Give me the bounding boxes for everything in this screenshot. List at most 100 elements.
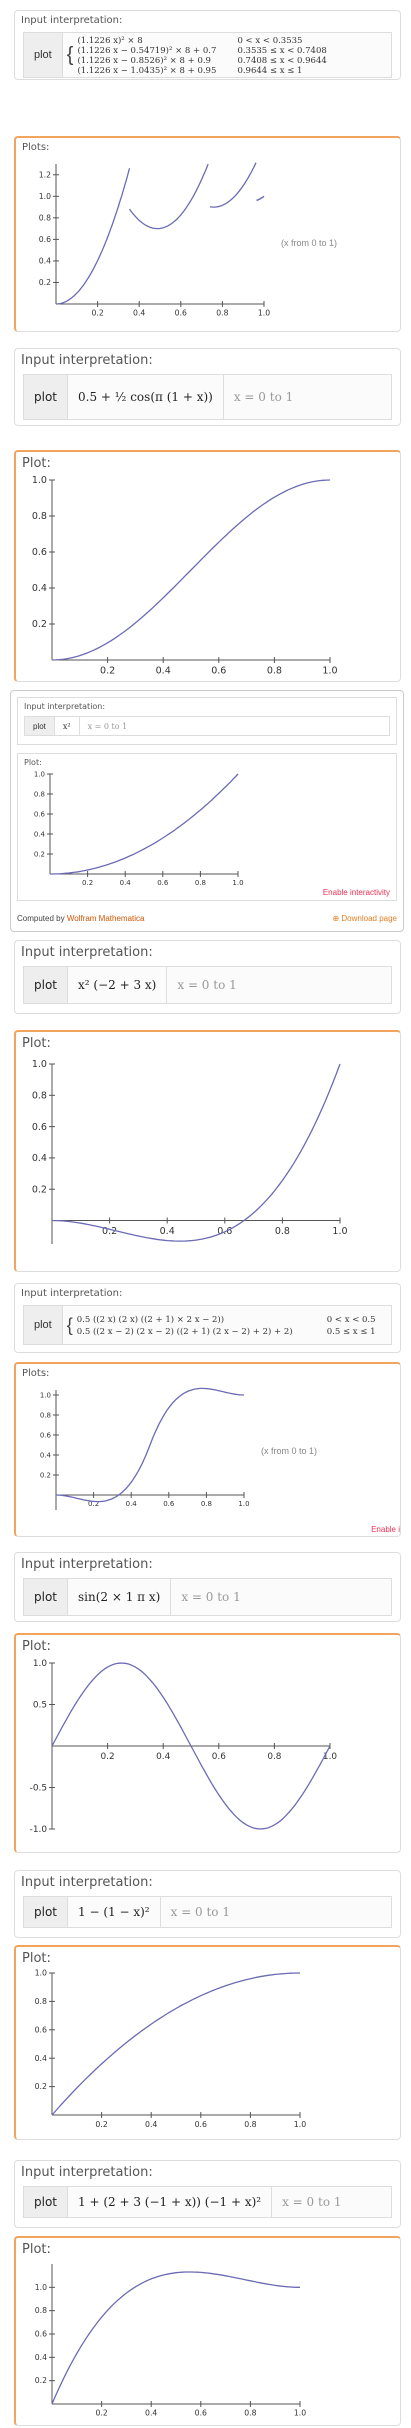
x-tick-label: 0.4 bbox=[120, 879, 132, 887]
pod-title: Plots: bbox=[22, 1368, 50, 1379]
y-tick-label: 0.4 bbox=[32, 1153, 47, 1164]
x-tick-label: 0.8 bbox=[216, 309, 228, 318]
x-tick-label: 0.2 bbox=[101, 1752, 115, 1762]
y-tick-label: 0.4 bbox=[40, 1451, 52, 1459]
plot-keyword: plot bbox=[24, 33, 63, 77]
plot-keyword: plot bbox=[24, 2187, 68, 2217]
x-tick-label: 1.0 bbox=[232, 879, 243, 887]
range: x = 0 to 1 bbox=[87, 721, 128, 731]
y-tick-label: 0.6 bbox=[32, 547, 47, 558]
plot-keyword: plot bbox=[25, 717, 55, 735]
pod-title: Input interpretation: bbox=[21, 15, 123, 26]
x-tick-label: 0.6 bbox=[195, 2409, 207, 2418]
x-tick-label: 0.8 bbox=[201, 1500, 212, 1508]
y-tick-label: 0.4 bbox=[35, 2054, 47, 2063]
x-tick-label: 0.6 bbox=[175, 309, 187, 318]
plot-keyword: plot bbox=[24, 1897, 68, 1927]
pod-title: Plot: bbox=[22, 1639, 51, 1654]
interp-row: plot x² x = 0 to 1 bbox=[24, 716, 390, 736]
pod-title: Input interpretation: bbox=[21, 945, 153, 960]
x-tick-label: 0.2 bbox=[88, 1500, 99, 1508]
y-tick-label: 0.8 bbox=[35, 1997, 47, 2006]
y-tick-label: 0.2 bbox=[35, 2082, 47, 2091]
y-tick-label: 0.5 bbox=[33, 1700, 47, 1710]
expression: x² bbox=[55, 717, 80, 735]
plot-pod-2: Plot: 0.2 0.4 0.6 0.8 1.0 0.2 0.4 0.6 0.8 1.0 bbox=[14, 450, 401, 682]
y-tick-label: 0.4 bbox=[32, 583, 47, 594]
interp-pod-5: Input interpretation: plot { 0.5 ((2 x) … bbox=[14, 1283, 401, 1353]
y-tick-label: 1.0 bbox=[35, 1969, 47, 1978]
expression: 1 + (2 + 3 (−1 + x)) (−1 + x)² bbox=[68, 2187, 273, 2217]
chart-p6: 0.2 0.4 0.6 0.8 1.0 -1.0 -0.5 0.5 1.0 bbox=[30, 1659, 338, 1835]
pod-title: Input interpretation: bbox=[21, 1875, 153, 1890]
x-tick-label: 0.8 bbox=[267, 666, 282, 677]
series-line-1 bbox=[51, 479, 331, 661]
interp-row: plot 1 − (1 − x)² x = 0 to 1 bbox=[23, 1896, 392, 1928]
chart-p5: 0.2 0.4 0.6 0.8 1.0 0.2 0.4 0.6 0.8 1.0 bbox=[40, 1387, 250, 1510]
x-tick-label: 0.2 bbox=[95, 2120, 107, 2129]
range: x = 0 to 1 bbox=[282, 2195, 342, 2209]
series-line-1 bbox=[51, 1972, 300, 2116]
x-tick-label: 0.4 bbox=[133, 309, 145, 318]
series-line-2 bbox=[149, 1387, 244, 1446]
y-tick-label: 0.6 bbox=[40, 1431, 52, 1439]
interp-pod-6: Input interpretation: plot sin(2 × 1 π x… bbox=[14, 1552, 401, 1622]
x-tick-label: 0.6 bbox=[195, 2120, 207, 2129]
x-tick-label: 1.0 bbox=[322, 666, 337, 677]
range: x = 0 to 1 bbox=[233, 390, 294, 404]
plots-pod-5: Plots: 0.2 0.4 0.6 0.8 1.0 0.2 0.4 0.6 0.8 1.0 (x… bbox=[14, 1362, 401, 1537]
x-tick-label: 0.2 bbox=[82, 879, 93, 887]
y-tick-label: 0.2 bbox=[40, 1471, 51, 1479]
pod-title: Plot: bbox=[22, 1036, 51, 1051]
y-tick-label: 1.0 bbox=[34, 770, 45, 778]
x-tick-label: 0.6 bbox=[157, 879, 169, 887]
brace: { bbox=[66, 1314, 73, 1335]
y-tick-label: 0.6 bbox=[35, 2330, 47, 2339]
download-page-link[interactable]: ⊕ Download page bbox=[332, 914, 397, 923]
plot-keyword: plot bbox=[24, 967, 68, 1003]
series-line-1 bbox=[56, 1444, 151, 1503]
x-tick-label: 1.0 bbox=[238, 1500, 249, 1508]
y-tick-label: 1.0 bbox=[39, 192, 51, 201]
y-tick-label: 0.6 bbox=[35, 2025, 47, 2034]
x-tick-label: 0.4 bbox=[160, 1226, 175, 1237]
inner-interp: Input interpretation: plot x² x = 0 to 1 bbox=[17, 697, 397, 745]
pod-title: Plot: bbox=[22, 456, 51, 471]
x-tick-label: 0.2 bbox=[102, 1226, 117, 1237]
x-tick-label: 1.0 bbox=[258, 309, 270, 318]
enable-interactivity-link[interactable]: Enable interactivity bbox=[322, 888, 390, 897]
x-tick-label: 0.8 bbox=[275, 1226, 290, 1237]
x-tick-label: 0.2 bbox=[91, 309, 103, 318]
y-tick-label: 0.2 bbox=[35, 2376, 47, 2385]
x-tick-label: 0.4 bbox=[145, 2120, 157, 2129]
range: x = 0 to 1 bbox=[181, 1590, 241, 1604]
x-tick-label: 0.8 bbox=[195, 879, 206, 887]
chart-p2: 0.2 0.4 0.6 0.8 1.0 0.2 0.4 0.6 0.8 1.0 bbox=[32, 475, 338, 677]
brace: { bbox=[66, 43, 74, 66]
y-tick-label: 0.6 bbox=[32, 1122, 47, 1133]
interp-row: plot 0.5 + ½ cos(π (1 + x)) x = 0 to 1 bbox=[23, 374, 392, 420]
credit: Computed by Wolfram Mathematica bbox=[17, 914, 145, 923]
y-tick-label: 0.8 bbox=[32, 1090, 47, 1101]
y-tick-label: 0.2 bbox=[39, 278, 51, 287]
enable-interactivity-link[interactable]: Enable i bbox=[371, 1525, 400, 1534]
series-line-1 bbox=[51, 1662, 331, 1830]
x-tick-label: 0.4 bbox=[145, 2409, 157, 2418]
range-note: (x from 0 to 1) bbox=[281, 238, 338, 248]
pod-title: Input interpretation: bbox=[21, 1557, 153, 1572]
y-tick-label: 1.2 bbox=[39, 170, 51, 179]
series-line-1 bbox=[51, 1063, 341, 1242]
y-tick-label: 0.6 bbox=[34, 810, 46, 818]
x-tick-label: 0.6 bbox=[163, 1500, 175, 1508]
range: x = 0 to 1 bbox=[177, 978, 237, 992]
x-tick-label: 0.6 bbox=[212, 1752, 226, 1762]
x-tick-label: 0.6 bbox=[211, 666, 226, 677]
y-tick-label: 0.8 bbox=[39, 213, 51, 222]
interp-pod-2: Input interpretation: plot 0.5 + ½ cos(π… bbox=[14, 348, 401, 426]
chart-p3: 0.2 0.4 0.6 0.8 1.0 0.2 0.4 0.6 0.8 1.0 bbox=[34, 770, 244, 887]
pod-title: Plot: bbox=[24, 758, 42, 767]
interp-pod-8: Input interpretation: plot 1 + (2 + 3 (−… bbox=[14, 2160, 401, 2228]
x-tick-label: 0.2 bbox=[95, 2409, 107, 2418]
pod-title: Input interpretation: bbox=[24, 702, 106, 711]
